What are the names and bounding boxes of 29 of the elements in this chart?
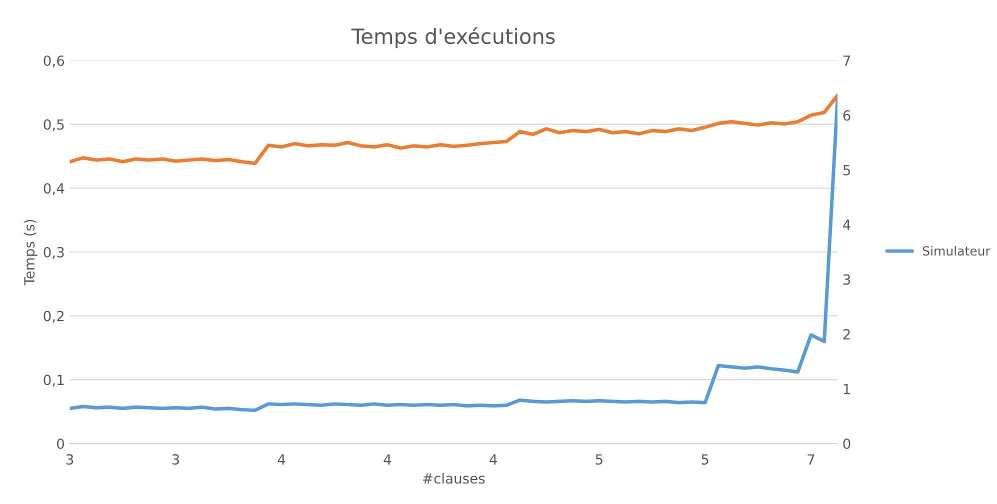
y2-tick-label: 2 bbox=[843, 329, 850, 340]
x-tick-label: 4 bbox=[278, 454, 286, 464]
x-tick-label: 7 bbox=[808, 454, 814, 464]
x-tick-label: 3 bbox=[66, 454, 74, 465]
x-tick-label: 5 bbox=[596, 454, 602, 465]
y-tick-label: 0,1 bbox=[44, 374, 64, 387]
x-tick-label: 3 bbox=[172, 454, 179, 465]
y2-tick-label: 4 bbox=[843, 220, 850, 230]
x-axis-title: #clauses bbox=[422, 472, 485, 484]
y-tick-label: 0 bbox=[57, 438, 64, 449]
x-tick-label: 5 bbox=[702, 454, 708, 465]
y-tick-label: 0,4 bbox=[44, 183, 64, 196]
y2-tick-label: 6 bbox=[843, 110, 850, 121]
y2-tick-label: 0 bbox=[843, 438, 850, 449]
chart-title: Temps d'exécutions bbox=[351, 27, 555, 48]
y-tick-label: 0,3 bbox=[44, 246, 64, 259]
y-axis-title: Temps (s) bbox=[24, 220, 38, 286]
y2-tick-label: 7 bbox=[843, 56, 850, 66]
x-tick-label: 4 bbox=[490, 454, 497, 464]
y2-tick-label: 5 bbox=[843, 165, 850, 176]
legend-label: Simulateur bbox=[922, 246, 990, 256]
line-series bbox=[70, 94, 838, 166]
y-tick-label: 0,5 bbox=[44, 119, 64, 132]
y2-tick-label: 1 bbox=[844, 384, 850, 394]
y-tick-label: 0,2 bbox=[44, 310, 64, 323]
y-tick-label: 0,6 bbox=[44, 55, 64, 68]
line-series bbox=[70, 97, 838, 412]
y2-tick-label: 3 bbox=[843, 274, 850, 285]
x-tick-label: 4 bbox=[384, 454, 392, 464]
